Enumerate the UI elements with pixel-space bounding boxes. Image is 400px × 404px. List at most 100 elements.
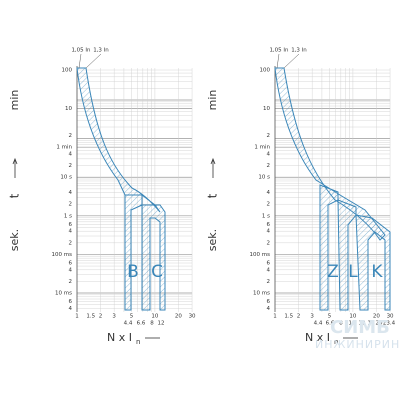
y-tick-label: 2 [267,163,271,169]
x-sub-label: 4.4 [314,321,323,327]
watermark-logo: СИМБ [330,317,390,338]
curve-label: C [151,262,163,282]
pointer [283,53,300,69]
x-sub-label: 8 [339,321,343,327]
pointer [276,53,280,69]
band-b [124,194,143,311]
x-tick-label: 1.5 [284,314,293,320]
y-tick-label: 10 s [258,175,270,181]
x-tick-label: 10 [151,314,158,320]
y-tick-label: 2 [69,133,73,139]
axis-x: N x I [107,331,132,344]
y-tick-label: 4 [69,190,73,196]
y-tick-label: 4 [69,229,73,235]
y-tick-label: 6 [267,299,271,305]
x-tick-label: 20 [175,314,182,320]
watermark-name: ИНЖИНИРИНГ [315,338,400,351]
curve-label: K [371,262,383,282]
top-label: 1,3 In [93,48,109,54]
y-tick-label: 100 [62,68,73,74]
y-tick-label: 10 s [60,175,72,181]
y-tick-label: 2 [69,279,73,285]
x-tick-label: 1 [75,314,79,320]
x-sub-label: 6.6 [137,321,146,327]
y-tick-label: 2 [267,240,271,246]
pointer [85,53,102,69]
y-tick-label: 4 [69,267,73,273]
axis-sec: sek. [8,229,21,251]
y-tick-label: 1 min [254,145,270,151]
x-tick-label: 5 [130,314,134,320]
y-tick-label: 2 [267,202,271,208]
top-label: 1,3 In [291,48,307,54]
axis-t: t [206,193,220,198]
pointer [78,53,82,69]
axis-min: min [8,90,21,111]
curve-label: B [127,262,139,282]
band-k [355,214,391,311]
axis-sec: sek. [206,229,219,251]
y-tick-label: 4 [69,151,73,157]
axis-t: t [8,193,22,198]
x-sub-label: 20 [376,321,383,327]
y-tick-label: 4 [267,267,271,273]
y-tick-label: 4 [69,306,73,312]
x-sub-label: 12 [359,321,366,327]
y-tick-label: 100 ms [52,252,73,258]
curve-label: Z [327,262,339,282]
y-tick-label: 10 [263,106,270,112]
y-tick-label: 2 [267,133,271,139]
axis-x-sub: n [136,338,140,346]
y-tick-label: 10 ms [253,291,270,297]
x-tick-label: 5 [328,314,332,320]
y-tick-label: 2 [69,202,73,208]
y-tick-label: 100 ms [250,252,271,258]
y-tick-label: 6 [267,222,271,228]
y-tick-label: 1 s [262,213,270,219]
x-sub-label: 12 [158,321,165,327]
band-l [337,199,357,311]
y-tick-label: 6 [267,261,271,267]
axis-x-sub: n [334,338,338,346]
axis-x: N x I [305,331,330,344]
x-sub-label: 4.4 [124,321,133,327]
x-sub-label: 6.6 [326,321,335,327]
thermal-band [76,67,161,213]
y-tick-label: 4 [267,190,271,196]
x-tick-label: 20 [373,314,380,320]
y-tick-label: 4 [267,306,271,312]
curve-label: L [348,262,358,282]
x-tick-label: 1 [273,314,277,320]
y-tick-label: 1 s [64,213,72,219]
x-sub-label: 8 [150,321,154,327]
top-label: 1,05 In [269,48,289,54]
arrow-head [12,157,18,165]
x-tick-label: 2 [99,314,103,320]
curves [76,67,391,311]
y-tick-label: 100 [260,68,271,74]
x-tick-label: 30 [189,314,196,320]
top-label: 1,05 In [71,48,91,54]
x-tick-label: 2 [297,314,301,320]
y-tick-label: 6 [69,222,73,228]
y-tick-label: 2 [69,240,73,246]
x-sub-label: 23.4 [383,321,396,327]
x-tick-label: 1.5 [86,314,95,320]
band-c [141,204,166,311]
x-tick-label: 30 [387,314,394,320]
x-tick-label: 10 [349,314,356,320]
y-tick-label: 6 [69,261,73,267]
y-tick-label: 6 [69,299,73,305]
y-tick-label: 4 [267,151,271,157]
x-sub-label: 10 [349,321,356,327]
x-tick-label: 3 [310,314,314,320]
y-tick-label: 2 [267,279,271,285]
x-tick-label: 3 [112,314,116,320]
x-sub-label: 16 [368,321,375,327]
band-z [319,184,339,311]
y-tick-label: 10 ms [55,291,72,297]
axis-min: min [206,90,219,111]
y-tick-label: 4 [267,229,271,235]
